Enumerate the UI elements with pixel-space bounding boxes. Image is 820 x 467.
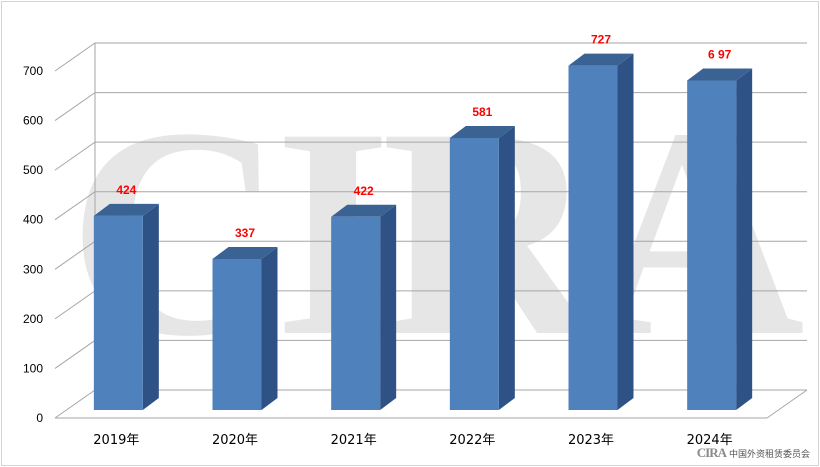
data-label: 337 — [235, 226, 255, 240]
data-label: 727 — [591, 33, 611, 47]
bar-top — [568, 53, 634, 66]
bar — [568, 65, 618, 410]
y-tick-label: 0 — [36, 411, 43, 425]
y-tick-label: 200 — [23, 312, 43, 326]
bar — [212, 258, 262, 410]
bar — [93, 215, 143, 410]
bars-layer — [93, 53, 753, 411]
bar-side — [142, 203, 159, 410]
y-tick-label: 400 — [23, 213, 43, 227]
labels-layer: 424 2019年 337 2020年 422 2021年 581 2022年 727 2023年… — [93, 33, 732, 448]
org-name: 中国外资租赁委员会 — [728, 448, 810, 459]
x-tick-label: 2022年 — [449, 433, 495, 448]
bar — [449, 137, 499, 411]
bar-side — [380, 204, 397, 410]
y-tick-label: 100 — [23, 361, 43, 375]
y-tick-label: 300 — [23, 262, 43, 276]
footer-logo: CIRA 中国外资租赁委员会 — [697, 445, 810, 461]
data-label: 6 97 — [708, 47, 732, 61]
y-tick-label: 500 — [23, 163, 43, 177]
bar-top — [687, 68, 753, 81]
x-tick-label: 2021年 — [331, 433, 377, 448]
x-tick-label: 2023年 — [568, 433, 614, 448]
y-tick-label: 600 — [23, 114, 43, 128]
bar-top — [212, 246, 278, 259]
x-tick-label: 2024年 — [687, 433, 733, 448]
data-label: 424 — [116, 183, 136, 197]
gridline — [54, 42, 807, 72]
bar-top — [93, 203, 159, 216]
bar — [331, 216, 381, 410]
bar-top — [449, 125, 515, 138]
x-tick-label: 2020年 — [212, 433, 258, 448]
cira-logo-mark: CIRA — [696, 445, 727, 460]
bar-side — [617, 53, 634, 410]
bar-side — [261, 246, 278, 410]
bar-top — [331, 204, 397, 217]
floor-right-edge — [766, 389, 808, 419]
y-tick-label: 700 — [23, 64, 43, 78]
bar-side — [498, 125, 515, 411]
x-tick-label: 2019年 — [93, 433, 139, 448]
data-label: 422 — [354, 184, 374, 198]
bar — [687, 80, 737, 410]
bar-side — [736, 68, 753, 410]
data-label: 581 — [472, 105, 492, 119]
